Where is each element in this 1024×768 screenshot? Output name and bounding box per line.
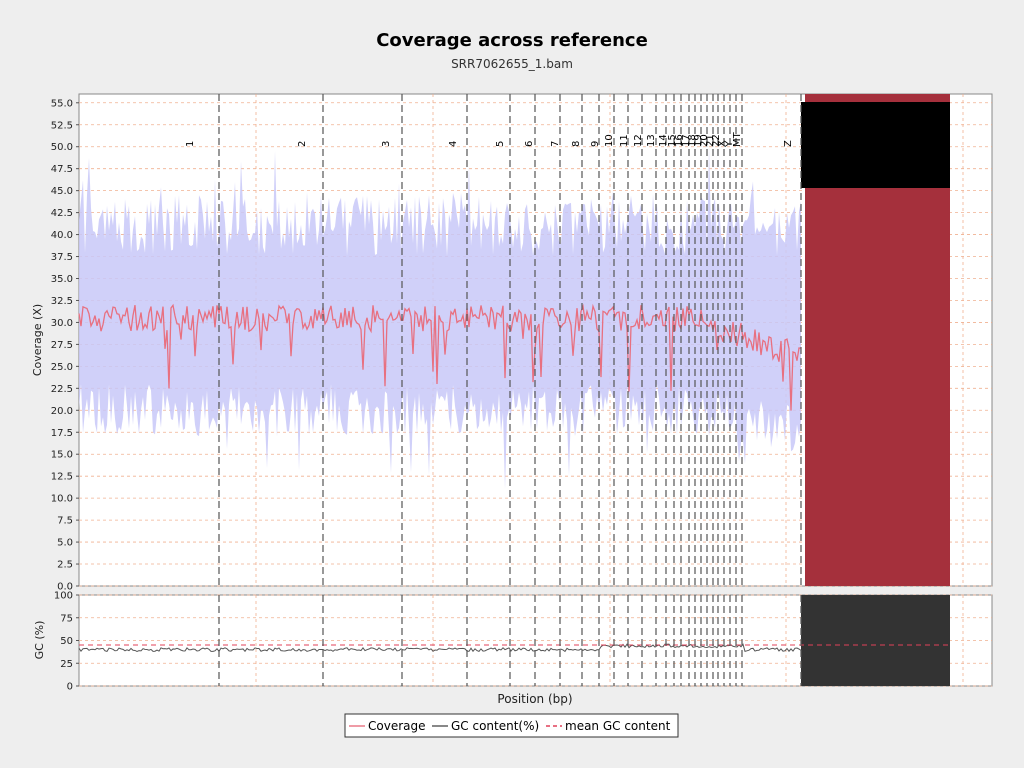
legend-label: mean GC content	[565, 719, 671, 733]
contig-label: 10	[604, 134, 615, 147]
contig-label: 6	[524, 141, 535, 147]
contig-label: MT	[732, 131, 743, 147]
legend-label: Coverage	[368, 719, 426, 733]
y-tick-label: 55.0	[51, 98, 73, 109]
contig-label: 15	[667, 134, 678, 147]
contig-label: 5	[495, 141, 506, 147]
unplaced-contigs-label-block	[801, 102, 950, 188]
y-tick-label: 27.5	[51, 340, 73, 351]
y-tick-label: 47.5	[51, 164, 73, 175]
y-tick-label: 50.0	[51, 142, 73, 153]
contig-label: 18	[687, 134, 698, 147]
contig-label: 13	[646, 134, 657, 147]
y-tick-label: 2.5	[57, 560, 73, 571]
contig-label: 21	[705, 134, 716, 147]
y-tick-label: 22.5	[51, 384, 73, 395]
contig-label: Z	[783, 140, 794, 147]
y-tick-label: 5.0	[57, 538, 73, 549]
y-tick-label: 52.5	[51, 120, 73, 131]
gc-y-tick-label: 75	[60, 613, 73, 624]
y-tick-label: 15.0	[51, 450, 73, 461]
contig-label: 4	[448, 141, 459, 147]
y-tick-label: 7.5	[57, 516, 73, 527]
y-tick-label: 17.5	[51, 428, 73, 439]
contig-label: 16	[674, 134, 685, 147]
contig-label: 22	[711, 134, 722, 147]
contig-label: 7	[550, 141, 561, 147]
contig-label: 8	[571, 141, 582, 147]
y-tick-label: 20.0	[51, 406, 73, 417]
x-axis-label: Position (bp)	[497, 692, 572, 706]
y-tick-label: 0.0	[57, 582, 73, 593]
unplaced-contigs-gc-block	[801, 595, 950, 686]
contig-label: 20	[699, 134, 710, 147]
contig-label: 2	[297, 141, 308, 147]
contig-label: 11	[619, 134, 630, 147]
y-tick-label: 10.0	[51, 494, 73, 505]
legend-label: GC content(%)	[451, 719, 539, 733]
contig-label: 19	[693, 134, 704, 147]
y-tick-label: 32.5	[51, 296, 73, 307]
y-tick-label: 12.5	[51, 472, 73, 483]
y-tick-label: 30.0	[51, 318, 73, 329]
chart-subtitle: SRR7062655_1.bam	[451, 57, 573, 71]
contig-label: 1	[185, 141, 196, 147]
gc-y-axis-label: GC (%)	[33, 621, 46, 660]
y-axis-label: Coverage (X)	[31, 304, 44, 376]
contig-label: 17	[681, 134, 692, 147]
contig-label: Y	[724, 140, 735, 148]
gc-y-tick-label: 0	[67, 682, 73, 693]
y-tick-label: 45.0	[51, 186, 73, 197]
contig-label: 3	[381, 141, 392, 147]
gc-y-tick-label: 25	[60, 659, 73, 670]
y-tick-label: 25.0	[51, 362, 73, 373]
legend-box	[344, 713, 679, 738]
chart-title: Coverage across reference	[376, 30, 648, 51]
y-tick-label: 42.5	[51, 208, 73, 219]
contig-label: X	[717, 140, 728, 147]
contig-label: 14	[658, 134, 669, 147]
gc-y-tick-label: 100	[54, 591, 73, 602]
contig-label: 9	[590, 141, 601, 147]
y-tick-label: 35.0	[51, 274, 73, 285]
y-tick-label: 37.5	[51, 252, 73, 263]
gc-y-tick-label: 50	[60, 636, 73, 647]
contig-label: 12	[633, 134, 644, 147]
y-tick-label: 40.0	[51, 230, 73, 241]
